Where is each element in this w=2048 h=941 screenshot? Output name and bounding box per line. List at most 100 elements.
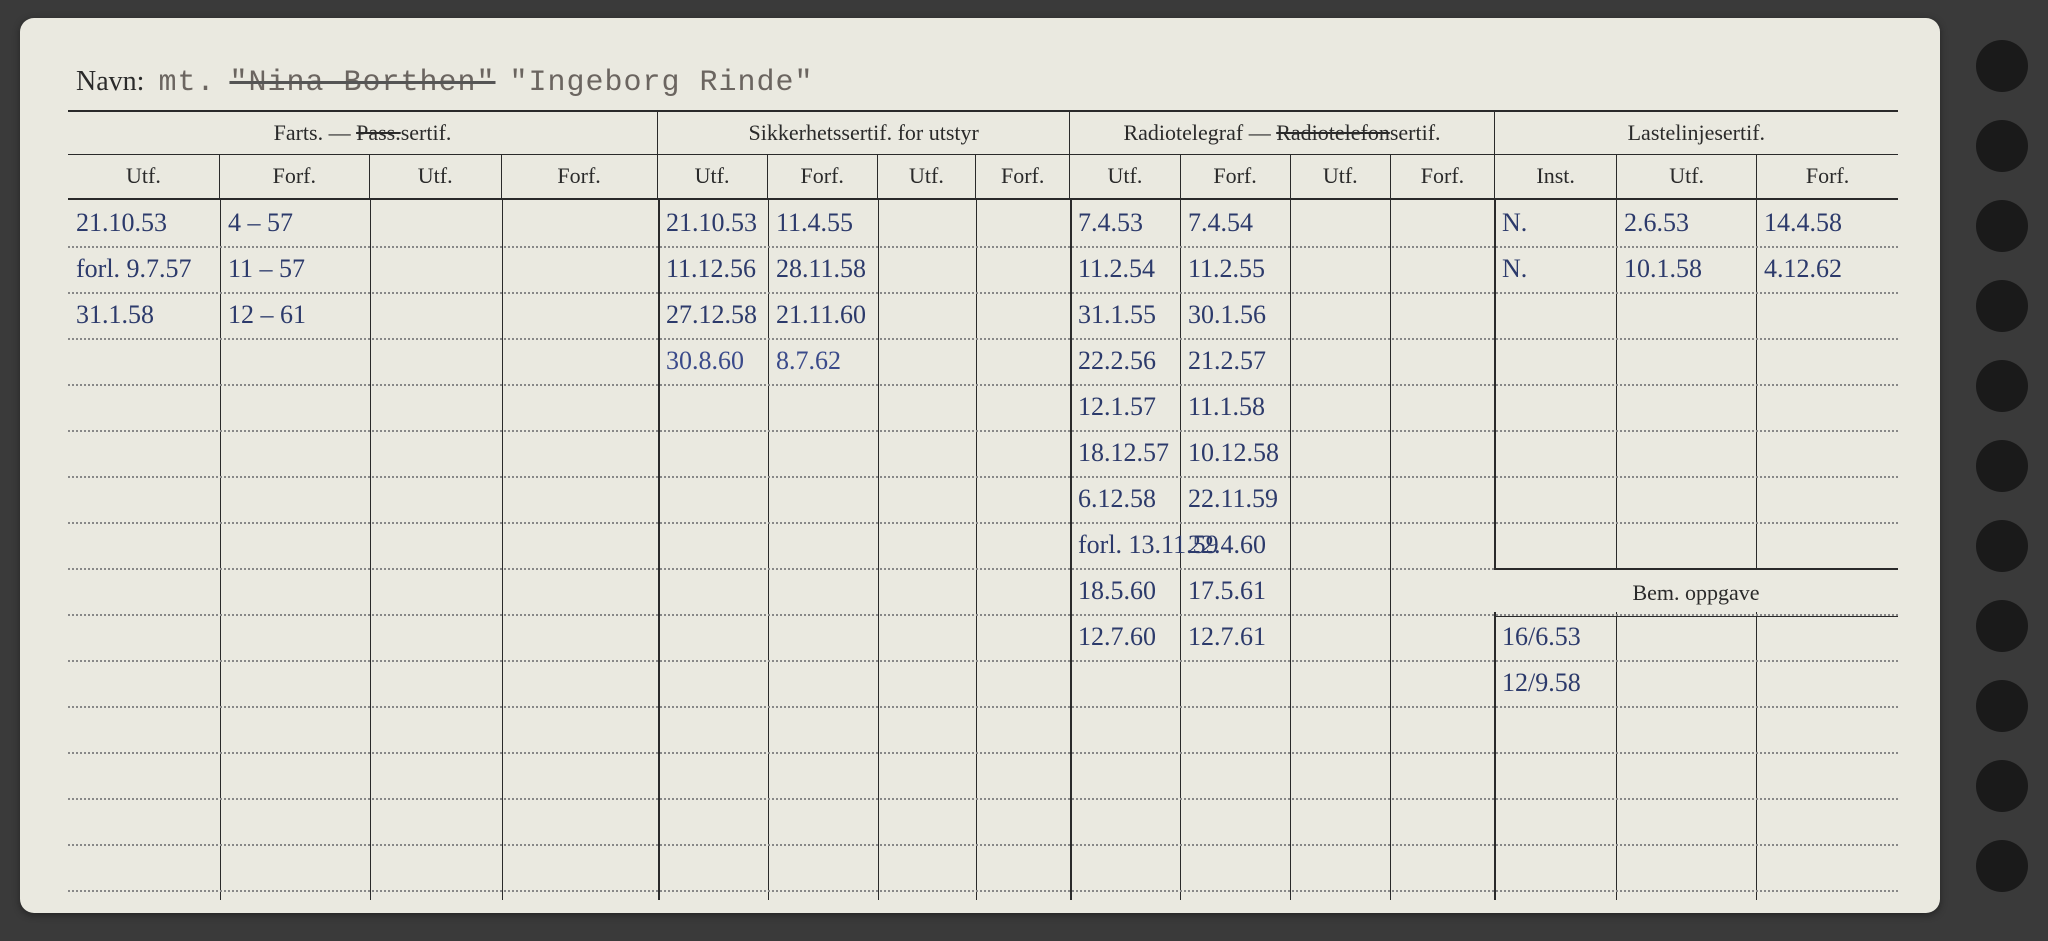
- row-divider: [68, 522, 1898, 524]
- handwritten-value: 11.2.54: [1078, 254, 1155, 284]
- handwritten-value: 30.8.60: [666, 346, 744, 376]
- handwritten-value: N.: [1502, 254, 1527, 284]
- hole-icon: [1976, 200, 2028, 252]
- handwritten-value: 30.1.56: [1188, 300, 1266, 330]
- handwritten-value: 21.11.60: [776, 300, 866, 330]
- row-divider: [68, 338, 1898, 340]
- col-laste-forf: Forf.: [1757, 154, 1898, 198]
- radio-strike: Radiotelefon: [1276, 120, 1390, 145]
- handwritten-value: 10.12.58: [1188, 438, 1279, 468]
- hole-icon: [1976, 280, 2028, 332]
- handwritten-value: 16/6.53: [1502, 622, 1581, 652]
- handwritten-value: 12.7.60: [1078, 622, 1156, 652]
- vline: [220, 200, 221, 900]
- navn-row: Navn: mt. "Nina Borthen" "Ingeborg Rinde…: [76, 66, 814, 100]
- handwritten-value: 22.2.56: [1078, 346, 1156, 376]
- handwritten-value: 7.4.53: [1078, 208, 1143, 238]
- farts-strike: Pass.: [356, 120, 401, 145]
- vline: [370, 200, 371, 900]
- handwritten-value: 4.12.62: [1764, 254, 1842, 284]
- header-sections: Farts. — Pass.sertif. Sikkerhetssertif. …: [68, 112, 1898, 155]
- handwritten-value: 17.5.61: [1188, 576, 1266, 606]
- vline: [1290, 200, 1291, 900]
- handwritten-value: 31.1.58: [76, 300, 154, 330]
- row-divider: [68, 890, 1898, 892]
- hole-icon: [1976, 520, 2028, 572]
- handwritten-value: 11.1.58: [1188, 392, 1265, 422]
- navn-struck: "Nina Borthen": [229, 66, 495, 100]
- row-divider: [68, 844, 1898, 846]
- handwritten-value: 12/9.58: [1502, 668, 1581, 698]
- bem-oppgave-header: Bem. oppgave: [1494, 568, 1898, 617]
- col-farts-forf1: Forf.: [220, 154, 370, 198]
- row-divider: [68, 430, 1898, 432]
- record-card: Navn: mt. "Nina Borthen" "Ingeborg Rinde…: [20, 18, 1940, 913]
- handwritten-value: 28.11.58: [776, 254, 866, 284]
- hole-icon: [1976, 40, 2028, 92]
- handwritten-value: 6.12.58: [1078, 484, 1156, 514]
- header-subcols: Utf. Forf. Utf. Forf. Utf. Forf. Utf. Fo…: [68, 154, 1898, 200]
- hole-icon: [1976, 840, 2028, 892]
- handwritten-value: 21.10.53: [76, 208, 167, 238]
- handwritten-value: 8.7.62: [776, 346, 841, 376]
- section-farts: Farts. — Pass.sertif.: [68, 112, 658, 154]
- handwritten-value: 27.12.58: [666, 300, 757, 330]
- navn-name: "Ingeborg Rinde": [510, 66, 814, 100]
- row-divider: [68, 246, 1898, 248]
- handwritten-value: forl. 9.7.57: [76, 254, 192, 284]
- data-grid: Bem. oppgave21.10.534 – 57forl. 9.7.5711…: [68, 200, 1898, 900]
- hole-icon: [1976, 440, 2028, 492]
- hole-icon: [1976, 680, 2028, 732]
- vline: [1756, 200, 1757, 900]
- handwritten-value: 22.4.60: [1188, 530, 1266, 560]
- row-divider: [68, 660, 1898, 662]
- vline: [1494, 200, 1496, 900]
- vline: [1070, 200, 1072, 900]
- col-sikk-utf2: Utf.: [878, 154, 976, 198]
- navn-prefix: mt.: [158, 66, 215, 100]
- hole-icon: [1976, 360, 2028, 412]
- row-divider: [68, 798, 1898, 800]
- col-farts-utf2: Utf.: [370, 154, 502, 198]
- vline: [1390, 200, 1391, 900]
- col-sikk-utf1: Utf.: [658, 154, 768, 198]
- handwritten-value: N.: [1502, 208, 1527, 238]
- hole-icon: [1976, 760, 2028, 812]
- hole-icon: [1976, 120, 2028, 172]
- col-radio-forf1: Forf.: [1181, 154, 1291, 198]
- col-radio-forf2: Forf.: [1391, 154, 1495, 198]
- row-divider: [68, 752, 1898, 754]
- handwritten-value: 12.7.61: [1188, 622, 1266, 652]
- handwritten-value: 21.10.53: [666, 208, 757, 238]
- radio-pre: Radiotelegraf —: [1123, 120, 1276, 145]
- vline: [658, 200, 660, 900]
- farts-pre: Farts. —: [274, 120, 357, 145]
- handwritten-value: 11 – 57: [228, 254, 305, 284]
- handwritten-value: 11.4.55: [776, 208, 853, 238]
- row-divider: [68, 476, 1898, 478]
- section-radio: Radiotelegraf — Radiotelefonsertif.: [1070, 112, 1494, 154]
- row-divider: [68, 706, 1898, 708]
- handwritten-value: 14.4.58: [1764, 208, 1842, 238]
- radio-post: sertif.: [1390, 120, 1441, 145]
- vline: [1616, 200, 1617, 900]
- col-radio-utf2: Utf.: [1291, 154, 1391, 198]
- col-radio-utf1: Utf.: [1070, 154, 1180, 198]
- col-farts-utf1: Utf.: [68, 154, 220, 198]
- farts-post: sertif.: [401, 120, 452, 145]
- handwritten-value: 2.6.53: [1624, 208, 1689, 238]
- handwritten-value: 12 – 61: [228, 300, 306, 330]
- binder-holes: [1976, 40, 2028, 892]
- section-laste: Lastelinjesertif.: [1495, 112, 1898, 154]
- row-divider: [68, 384, 1898, 386]
- hole-icon: [1976, 600, 2028, 652]
- col-sikk-forf2: Forf.: [976, 154, 1070, 198]
- vline: [768, 200, 769, 900]
- handwritten-value: 18.12.57: [1078, 438, 1169, 468]
- vline: [502, 200, 503, 900]
- col-laste-inst: Inst.: [1495, 154, 1617, 198]
- handwritten-value: 31.1.55: [1078, 300, 1156, 330]
- col-laste-utf: Utf.: [1617, 154, 1757, 198]
- handwritten-value: 12.1.57: [1078, 392, 1156, 422]
- section-sikker: Sikkerhetssertif. for utstyr: [658, 112, 1070, 154]
